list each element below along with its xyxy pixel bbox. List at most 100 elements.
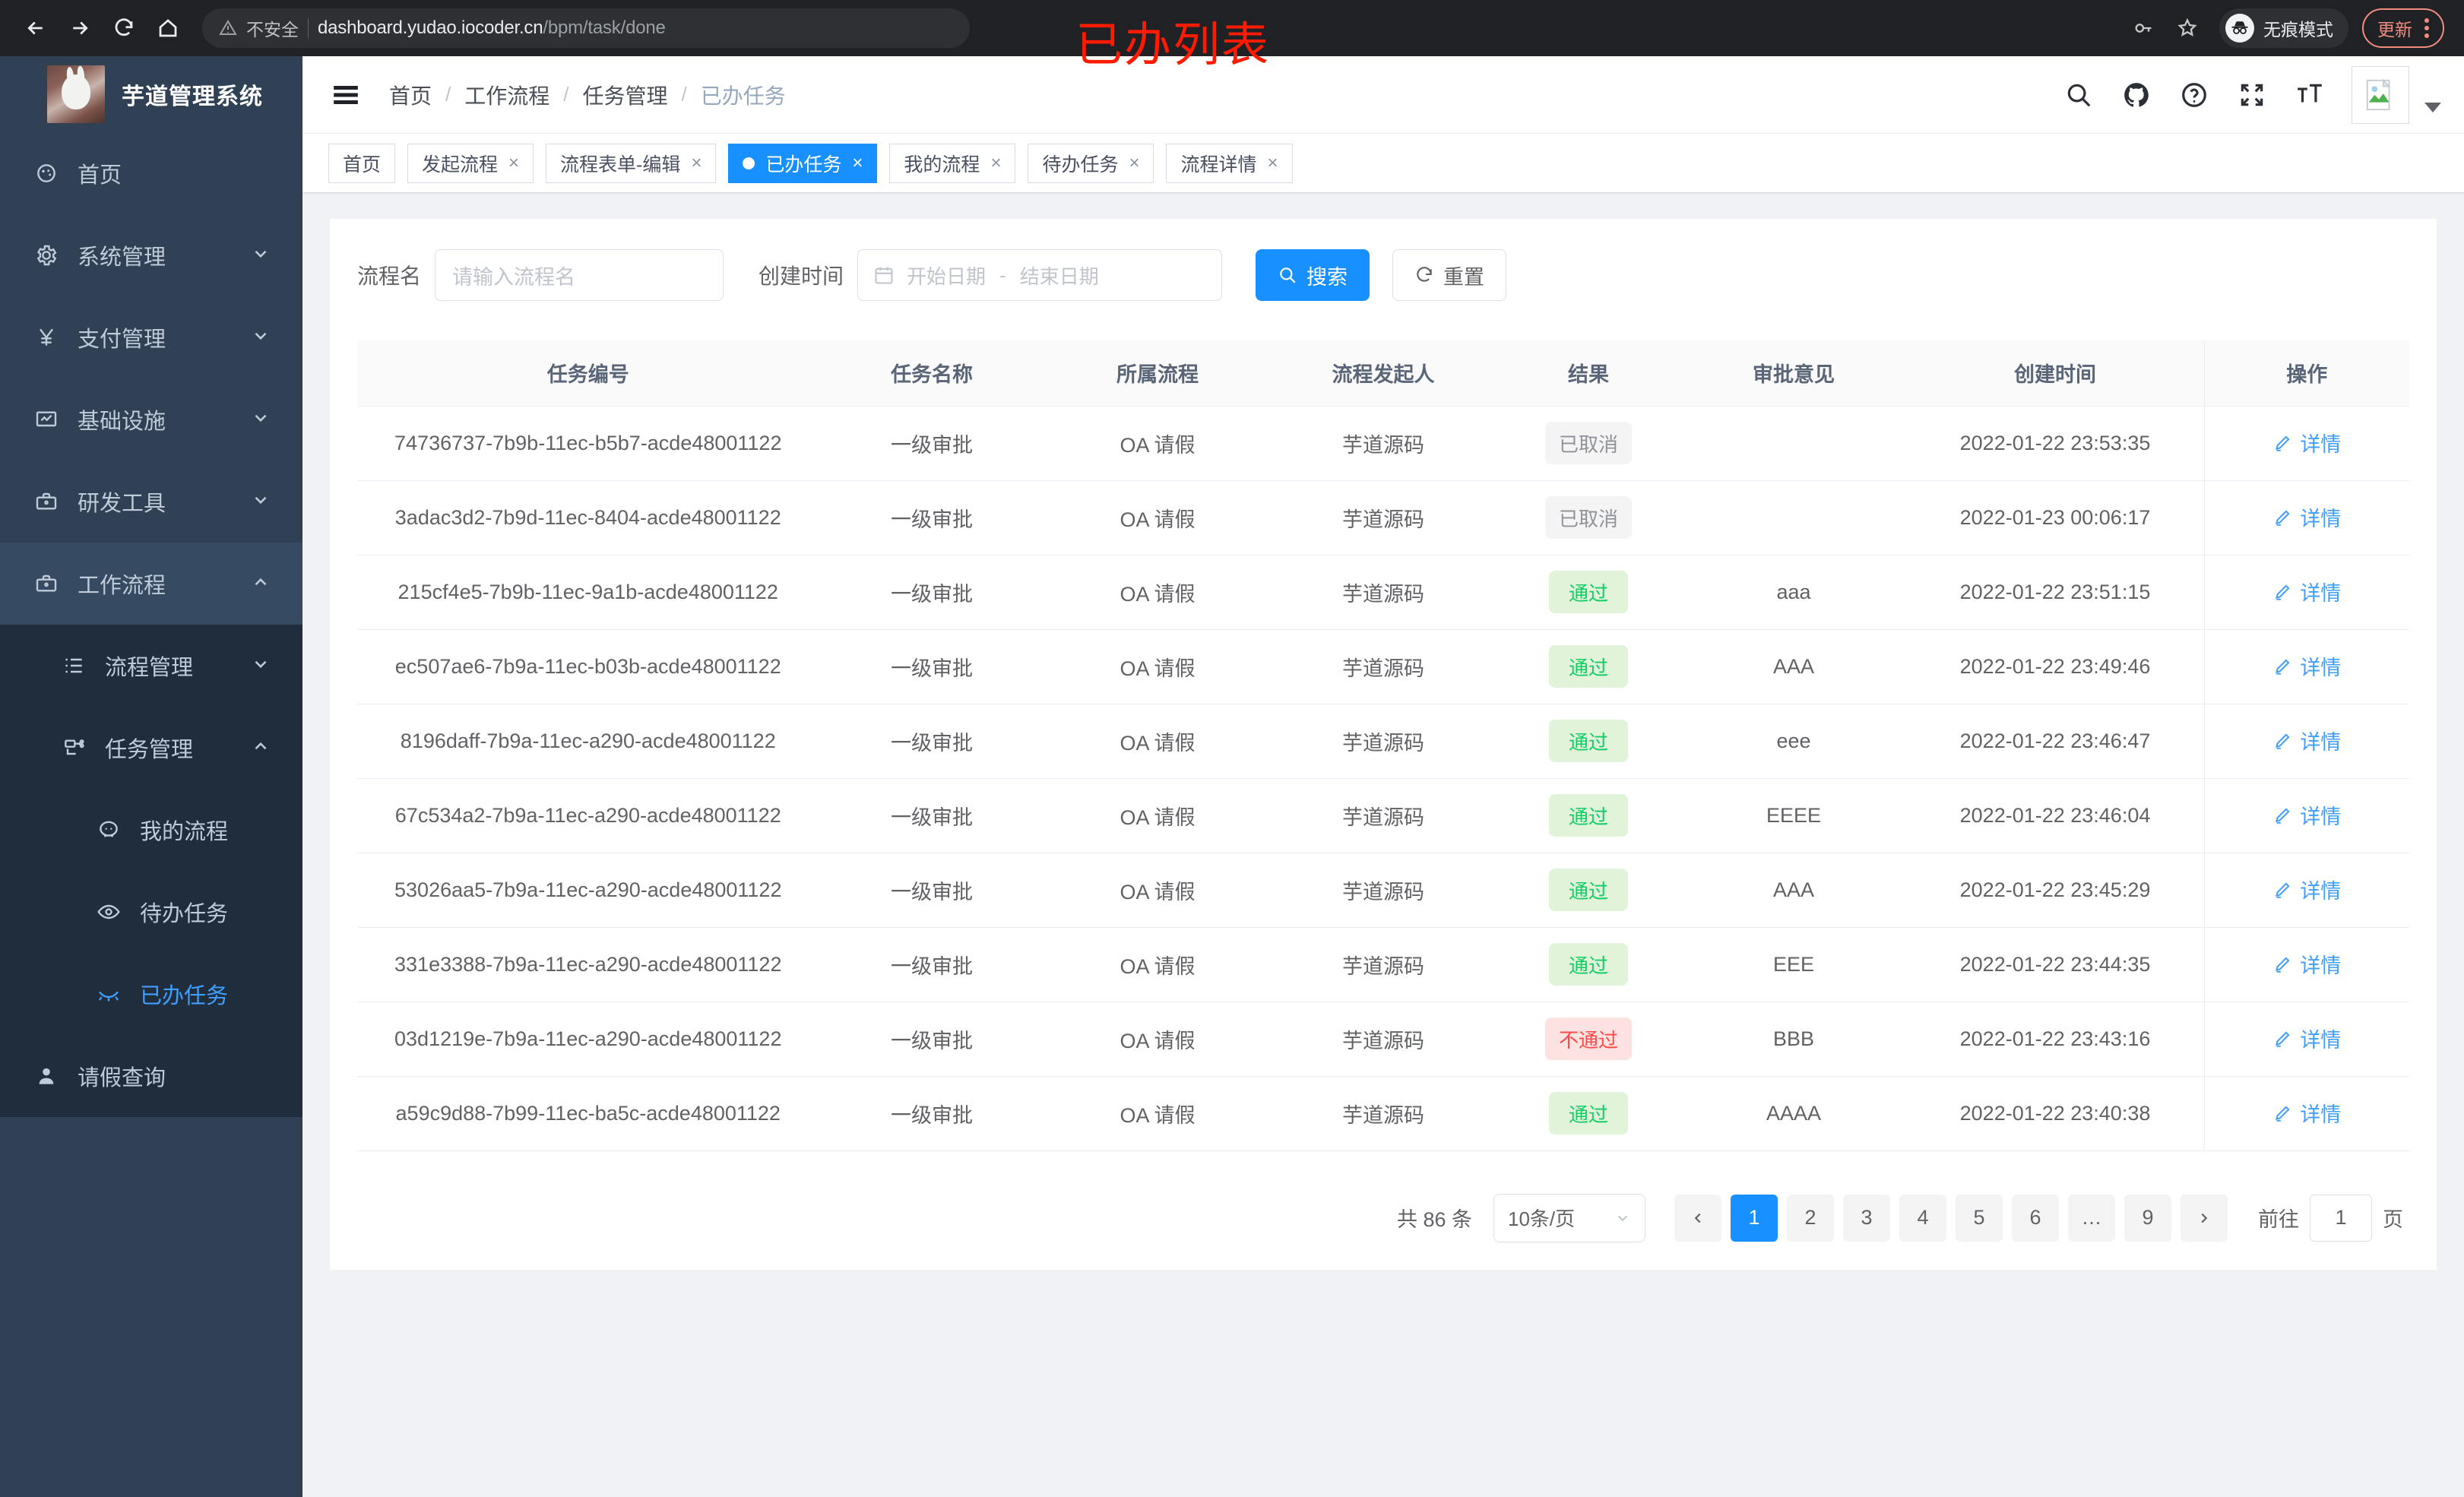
tab-home[interactable]: 首页 bbox=[328, 143, 396, 183]
sidebar-item-todo-tasks[interactable]: 待办任务 bbox=[0, 871, 302, 953]
detail-link-label: 详情 bbox=[2300, 880, 2342, 904]
breadcrumb-item[interactable]: 首页 bbox=[389, 84, 432, 108]
page-button-5[interactable]: 5 bbox=[1956, 1194, 2003, 1242]
next-page-button[interactable] bbox=[2181, 1194, 2228, 1242]
sidebar-item-workflow[interactable]: 工作流程 bbox=[0, 543, 302, 625]
tab-todo-tasks[interactable]: 待办任务 × bbox=[1028, 143, 1154, 183]
sidebar-item-home[interactable]: 首页 bbox=[0, 132, 302, 214]
close-icon[interactable]: × bbox=[990, 152, 1002, 173]
reset-button[interactable]: 重置 bbox=[1392, 249, 1507, 301]
github-icon[interactable] bbox=[2120, 79, 2152, 111]
search-icon[interactable] bbox=[2063, 79, 2095, 111]
status-badge: 已取消 bbox=[1544, 496, 1632, 539]
detail-link-label: 详情 bbox=[2300, 657, 2342, 680]
home-button[interactable] bbox=[146, 6, 190, 50]
close-icon[interactable]: × bbox=[852, 152, 863, 173]
content-area: 流程名 请输入流程名 创建时间 开始日期 - 结束日期 搜索 bbox=[302, 193, 2464, 1296]
user-icon bbox=[23, 1064, 70, 1088]
cell-process: OA 请假 bbox=[1044, 406, 1271, 481]
page-button-2[interactable]: 2 bbox=[1787, 1194, 1834, 1242]
tab-label: 流程详情 bbox=[1180, 153, 1257, 176]
incognito-indicator[interactable]: 无痕模式 bbox=[2219, 8, 2348, 48]
edit-pencil-icon bbox=[2276, 733, 2290, 749]
page-button-4[interactable]: 4 bbox=[1899, 1194, 1946, 1242]
close-icon[interactable]: × bbox=[508, 152, 520, 173]
eye-off-icon bbox=[85, 982, 132, 1006]
detail-link[interactable]: 详情 bbox=[2272, 651, 2341, 681]
cell-result: 不通过 bbox=[1496, 1002, 1681, 1077]
detail-link[interactable]: 详情 bbox=[2272, 726, 2341, 755]
filter-bar: 流程名 请输入流程名 创建时间 开始日期 - 结束日期 搜索 bbox=[357, 249, 2409, 301]
tab-done-tasks[interactable]: 已办任务 × bbox=[728, 143, 878, 183]
cell-process: OA 请假 bbox=[1044, 778, 1271, 853]
tab-process-form-edit[interactable]: 流程表单-编辑 × bbox=[546, 143, 717, 183]
table-row: 74736737-7b9b-11ec-b5b7-acde48001122 一级审批… bbox=[357, 406, 2409, 481]
tab-start-process[interactable]: 发起流程 × bbox=[407, 143, 534, 183]
page-button-9[interactable]: 9 bbox=[2124, 1194, 2171, 1242]
sidebar-item-done-tasks[interactable]: 已办任务 bbox=[0, 953, 302, 1035]
sidebar: 芋道管理系统 首页 系统管理 支付管理 基础设施 研发工具 bbox=[0, 56, 302, 1497]
text-size-icon[interactable] bbox=[2294, 79, 2326, 111]
chevron-down-icon bbox=[1617, 1215, 1628, 1221]
cell-created: 2022-01-23 00:06:17 bbox=[1906, 480, 2204, 555]
detail-link[interactable]: 详情 bbox=[2272, 875, 2341, 904]
close-icon[interactable]: × bbox=[1129, 152, 1140, 173]
detail-link[interactable]: 详情 bbox=[2272, 428, 2341, 457]
address-bar[interactable]: 不安全 dashboard.yudao.iocoder.cn/bpm/task/… bbox=[202, 8, 970, 48]
detail-link[interactable]: 详情 bbox=[2272, 1024, 2341, 1053]
create-time-range-picker[interactable]: 开始日期 - 结束日期 bbox=[857, 249, 1223, 301]
detail-link[interactable]: 详情 bbox=[2272, 800, 2341, 830]
breadcrumb-item[interactable]: 工作流程 bbox=[464, 84, 550, 108]
cell-created: 2022-01-22 23:46:47 bbox=[1906, 704, 2204, 779]
breadcrumb-item[interactable]: 任务管理 bbox=[582, 84, 668, 108]
cell-result: 通过 bbox=[1496, 704, 1681, 779]
update-label: 更新 bbox=[2377, 20, 2412, 40]
update-button[interactable]: 更新 bbox=[2362, 8, 2444, 48]
cell-task-id: ec507ae6-7b9a-11ec-b03b-acde48001122 bbox=[357, 629, 819, 704]
cell-result: 通过 bbox=[1496, 1076, 1681, 1151]
menu-kebab-icon[interactable] bbox=[2420, 18, 2434, 38]
tab-process-detail[interactable]: 流程详情 × bbox=[1166, 143, 1293, 183]
page-button-6[interactable]: 6 bbox=[2012, 1194, 2059, 1242]
detail-link[interactable]: 详情 bbox=[2272, 1098, 2341, 1128]
sidebar-item-process-management[interactable]: 流程管理 bbox=[0, 625, 302, 707]
password-key-icon[interactable] bbox=[2124, 8, 2163, 48]
menu-collapse-icon[interactable] bbox=[328, 78, 363, 112]
chevron-right-icon bbox=[2201, 1213, 2208, 1223]
close-icon[interactable]: × bbox=[1267, 152, 1278, 173]
status-badge: 不通过 bbox=[1544, 1018, 1632, 1060]
reload-button[interactable] bbox=[102, 6, 146, 50]
chevron-down-icon[interactable] bbox=[2424, 103, 2441, 112]
fullscreen-icon[interactable] bbox=[2236, 79, 2268, 111]
detail-link[interactable]: 详情 bbox=[2272, 949, 2341, 979]
detail-link[interactable]: 详情 bbox=[2272, 577, 2341, 606]
sidebar-item-payment-management[interactable]: 支付管理 bbox=[0, 296, 302, 378]
sidebar-item-infrastructure[interactable]: 基础设施 bbox=[0, 378, 302, 460]
sidebar-item-leave-query[interactable]: 请假查询 bbox=[0, 1035, 302, 1117]
sidebar-logo[interactable]: 芋道管理系统 bbox=[0, 56, 302, 132]
jump-page-input[interactable]: 1 bbox=[2310, 1194, 2372, 1242]
detail-link[interactable]: 详情 bbox=[2272, 502, 2341, 532]
sidebar-item-system-management[interactable]: 系统管理 bbox=[0, 214, 302, 296]
cell-task-id: 74736737-7b9b-11ec-b5b7-acde48001122 bbox=[357, 406, 819, 481]
cell-process: OA 请假 bbox=[1044, 1002, 1271, 1077]
forward-button[interactable] bbox=[58, 6, 102, 50]
page-button-3[interactable]: 3 bbox=[1843, 1194, 1890, 1242]
process-name-input[interactable]: 请输入流程名 bbox=[435, 249, 724, 301]
back-button[interactable] bbox=[14, 6, 58, 50]
avatar[interactable] bbox=[2352, 65, 2409, 124]
cell-created: 2022-01-22 23:45:29 bbox=[1906, 853, 2204, 928]
page-size-select[interactable]: 10条/页 bbox=[1493, 1193, 1645, 1242]
close-icon[interactable]: × bbox=[691, 152, 702, 173]
column-header-task-id: 任务编号 bbox=[357, 340, 819, 407]
page-button-1[interactable]: 1 bbox=[1731, 1194, 1778, 1242]
sidebar-item-task-management[interactable]: 任务管理 bbox=[0, 707, 302, 789]
bookmark-star-icon[interactable] bbox=[2168, 8, 2207, 48]
sidebar-item-dev-tools[interactable]: 研发工具 bbox=[0, 460, 302, 543]
tab-my-process[interactable]: 我的流程 × bbox=[889, 143, 1016, 183]
sidebar-item-my-process[interactable]: 我的流程 bbox=[0, 789, 302, 871]
page-ellipsis[interactable]: … bbox=[2068, 1194, 2115, 1242]
prev-page-button[interactable] bbox=[1674, 1194, 1721, 1242]
help-icon[interactable] bbox=[2178, 79, 2210, 111]
search-button[interactable]: 搜索 bbox=[1256, 249, 1370, 301]
